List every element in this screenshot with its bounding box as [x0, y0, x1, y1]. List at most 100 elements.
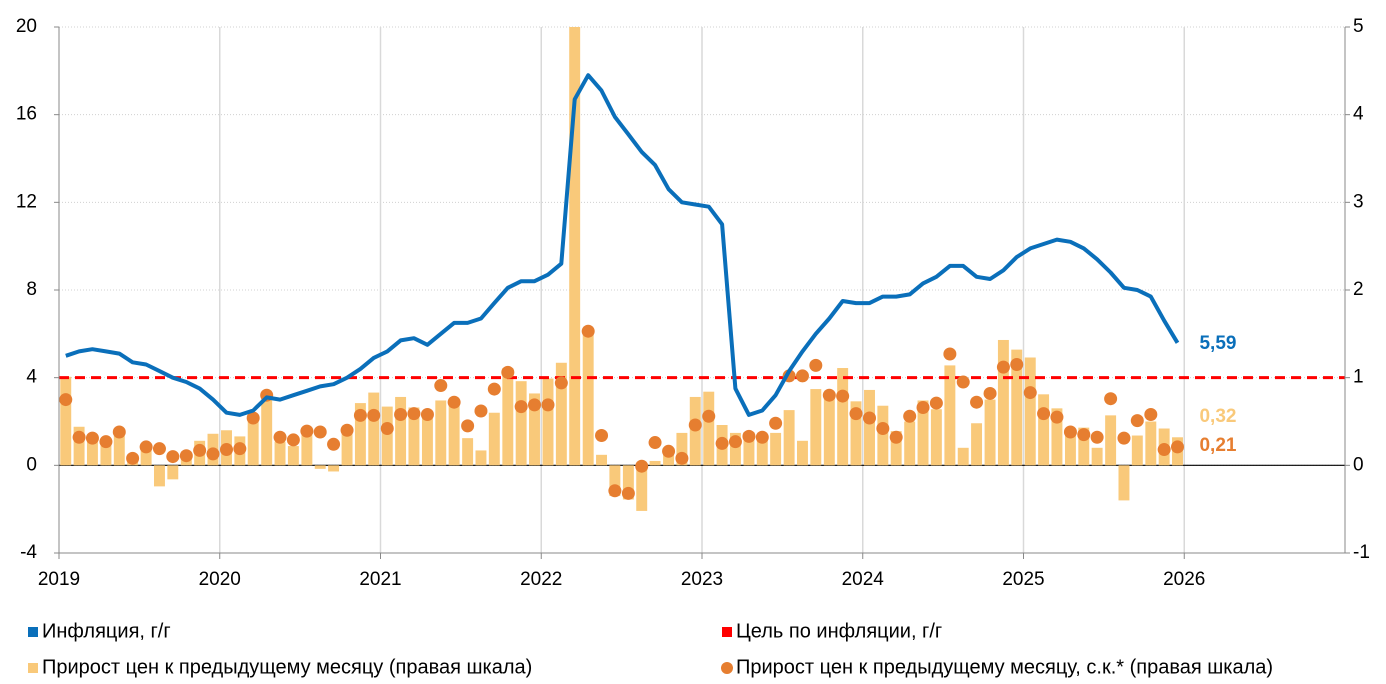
dot: [809, 358, 823, 372]
y2-tick-label: 4: [1353, 104, 1364, 125]
dot: [420, 407, 434, 421]
end-label: 5,59: [1199, 333, 1236, 354]
dot: [139, 440, 153, 454]
y-tick-label: 16: [16, 104, 37, 125]
legend-label: Прирост цен к предыдущему месяцу, с.к.* …: [736, 656, 1273, 678]
bar: [435, 400, 447, 466]
y-tick-label: 0: [26, 454, 37, 475]
legend-swatch: [28, 663, 38, 673]
dot: [943, 347, 957, 361]
grid: [59, 26, 1345, 554]
dot: [648, 436, 662, 450]
dot: [541, 398, 555, 412]
bar: [421, 414, 433, 466]
bar: [796, 440, 808, 466]
dot: [407, 407, 421, 421]
dot: [996, 360, 1010, 374]
dot: [514, 400, 528, 414]
legend-swatch: [28, 627, 38, 637]
dot: [340, 423, 354, 437]
bar: [569, 27, 581, 466]
bar: [649, 460, 661, 466]
dot: [595, 429, 609, 443]
dot: [59, 393, 73, 407]
dot: [1063, 425, 1077, 439]
bar: [153, 465, 165, 487]
dot: [822, 388, 836, 402]
dot: [394, 407, 408, 421]
dot: [1117, 431, 1131, 445]
x-tick-label: 2020: [199, 569, 241, 590]
bar: [328, 465, 340, 472]
dot: [1037, 407, 1051, 421]
bar: [890, 431, 902, 466]
inflation-line: [65, 73, 1180, 417]
dot: [769, 416, 783, 430]
legend: Инфляция, г/г Цель по инфляции, г/г Прирос…: [28, 620, 1273, 678]
dot: [179, 449, 193, 463]
dot: [1077, 428, 1091, 442]
y2-tick-label: 2: [1353, 279, 1364, 300]
y2-tick-label: 0: [1353, 454, 1364, 475]
dot: [755, 430, 769, 444]
dot: [983, 386, 997, 400]
y-tick-label: 20: [16, 16, 37, 37]
bar: [261, 392, 273, 466]
dot: [675, 451, 689, 465]
dot: [728, 435, 742, 449]
dot: [1050, 410, 1064, 424]
bar: [368, 392, 380, 466]
dot: [300, 424, 314, 438]
bar: [622, 465, 634, 500]
dot: [970, 395, 984, 409]
bar: [917, 400, 929, 466]
bar: [515, 381, 527, 466]
dot: [1090, 430, 1104, 444]
x-tick-label: 2019: [38, 569, 80, 590]
bar: [984, 399, 996, 466]
dot: [608, 484, 622, 498]
bar: [488, 412, 500, 466]
dot: [152, 442, 166, 456]
bar: [596, 454, 608, 466]
bar: [341, 427, 353, 466]
dot: [447, 395, 461, 409]
bar: [395, 396, 407, 466]
x-tick-label: 2022: [520, 569, 562, 590]
dot: [327, 437, 341, 451]
dot: [193, 443, 207, 457]
bar: [944, 365, 956, 466]
bar: [837, 368, 849, 466]
bar: [810, 389, 822, 466]
dot: [956, 375, 970, 389]
bar: [957, 447, 969, 466]
dot: [220, 443, 234, 457]
plot-area: [59, 27, 1345, 511]
dot: [889, 430, 903, 444]
dot: [1157, 443, 1171, 457]
y-tick-label: 12: [16, 191, 37, 212]
bar: [997, 339, 1009, 466]
y2-tick-label: 3: [1353, 191, 1364, 212]
bar: [140, 447, 152, 466]
x-tick-label: 2021: [359, 569, 401, 590]
bar: [354, 403, 366, 466]
dot: [72, 430, 86, 444]
bar: [1051, 408, 1063, 466]
dot: [501, 365, 515, 379]
bar: [783, 410, 795, 466]
bar: [1064, 430, 1076, 466]
bar: [609, 465, 621, 497]
bar: [1131, 435, 1143, 466]
bar: [676, 432, 688, 466]
dot: [380, 422, 394, 436]
dot: [876, 422, 890, 436]
bar: [408, 407, 420, 466]
dot: [621, 486, 635, 500]
bar: [636, 465, 648, 511]
dot: [367, 408, 381, 422]
bar: [1145, 421, 1157, 466]
y-tick-label: -4: [20, 542, 37, 563]
